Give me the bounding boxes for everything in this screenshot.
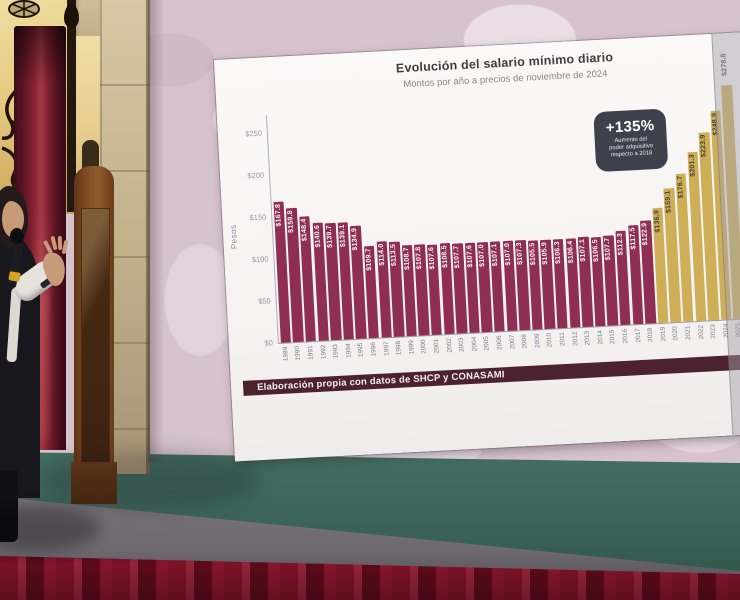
x-tick-1993: 1993 <box>332 343 340 359</box>
bar-value-1995: $134.9 <box>351 227 360 251</box>
bar-value-2014: $106.5 <box>591 238 600 262</box>
x-tick-2013: 2013 <box>583 330 592 346</box>
y-tick-250: $250 <box>244 128 263 139</box>
bar-value-2017: $117.5 <box>628 227 638 251</box>
presenter-shadow <box>0 505 100 551</box>
screen-edge-shadow <box>711 31 740 436</box>
bar-value-1999: $108.7 <box>402 246 411 270</box>
x-tick-2001: 2001 <box>432 338 441 354</box>
bar-value-2016: $112.3 <box>616 232 625 256</box>
y-tick-100: $100 <box>251 254 269 265</box>
pole-finial <box>64 4 79 28</box>
x-tick-1990: 1990 <box>294 345 303 361</box>
bar-value-2000: $107.8 <box>415 246 424 270</box>
bar-value-2001: $107.6 <box>427 246 437 270</box>
bar-value-2013: $107.1 <box>578 238 588 262</box>
x-tick-2005: 2005 <box>483 335 491 351</box>
x-tick-2017: 2017 <box>634 328 642 343</box>
y-tick-50: $50 <box>257 296 271 307</box>
microphone-yellow-band <box>8 271 21 282</box>
bar-value-2015: $107.7 <box>604 236 613 260</box>
presenter-leg <box>0 470 18 542</box>
x-tick-1991: 1991 <box>306 345 315 360</box>
x-tick-2020: 2020 <box>671 326 680 341</box>
x-tick-2006: 2006 <box>495 335 504 351</box>
bar-value-2010: $105.9 <box>541 241 550 265</box>
clock-base <box>71 462 117 504</box>
bar-value-2007: $107.0 <box>503 242 512 266</box>
x-tick-2007: 2007 <box>508 334 517 350</box>
bar-value-1989: $167.8 <box>274 203 283 227</box>
increase-badge: +135% Aumento del poder adquisitivo resp… <box>593 108 669 173</box>
y-tick-0: $0 <box>264 338 274 348</box>
bar-value-1994: $139.1 <box>338 224 347 248</box>
bar-value-2008: $107.3 <box>516 241 525 265</box>
bar-value-2009: $105.5 <box>528 242 537 266</box>
bar-value-1992: $140.6 <box>313 224 322 248</box>
bar-value-1998: $113.5 <box>389 243 399 266</box>
badge-subtext: Aumento del poder adquisitivo respecto a… <box>595 135 668 160</box>
x-tick-2014: 2014 <box>596 329 605 345</box>
microphone-head <box>10 228 24 244</box>
x-tick-1997: 1997 <box>382 341 391 357</box>
bar-value-1993: $139.7 <box>325 224 335 248</box>
bar-value-2021: $176.7 <box>676 175 685 199</box>
x-tick-1989: 1989 <box>281 346 290 362</box>
bar-value-2019: $136.9 <box>653 209 662 233</box>
bar-value-2004: $107.6 <box>465 244 474 268</box>
x-tick-2018: 2018 <box>646 327 655 343</box>
projection-screen: Evolución del salario mínimo diario Mont… <box>214 31 740 462</box>
x-tick-2002: 2002 <box>445 337 454 353</box>
floor-shadow <box>40 450 260 510</box>
x-tick-2008: 2008 <box>520 333 529 349</box>
x-tick-2010: 2010 <box>546 332 554 348</box>
bar-value-1990: $159.8 <box>287 209 296 233</box>
bar-value-1997: $114.0 <box>377 243 386 267</box>
x-tick-1992: 1992 <box>319 344 328 360</box>
x-tick-2023: 2023 <box>709 324 718 339</box>
bar-value-1996: $109.7 <box>364 247 374 271</box>
x-tick-1995: 1995 <box>357 342 366 358</box>
x-tick-2022: 2022 <box>697 324 705 340</box>
bar-value-2011: $106.3 <box>553 240 563 264</box>
y-tick-200: $200 <box>247 170 265 181</box>
x-tick-2016: 2016 <box>621 328 630 344</box>
column-shadow <box>148 0 164 462</box>
bar-value-2002: $108.5 <box>440 244 449 268</box>
x-tick-1994: 1994 <box>344 343 353 358</box>
bar-value-2018: $122.9 <box>641 222 650 246</box>
x-tick-2012: 2012 <box>571 331 579 347</box>
x-tick-2000: 2000 <box>420 339 428 355</box>
bar-value-2005: $107.0 <box>478 244 487 268</box>
bar-value-2023: $223.9 <box>699 134 708 158</box>
x-tick-2019: 2019 <box>659 326 668 342</box>
x-tick-2021: 2021 <box>684 325 693 341</box>
bar-value-2022: $201.3 <box>688 153 697 177</box>
x-tick-1999: 1999 <box>407 339 416 355</box>
x-tick-2003: 2003 <box>457 337 466 353</box>
y-tick-150: $150 <box>249 212 267 223</box>
bar-value-2012: $106.4 <box>566 240 575 264</box>
x-tick-2004: 2004 <box>470 336 479 352</box>
iron-pole <box>67 0 76 212</box>
x-tick-2011: 2011 <box>558 331 567 347</box>
x-tick-2015: 2015 <box>608 329 617 345</box>
iron-lantern-icon <box>8 0 40 18</box>
x-tick-1998: 1998 <box>395 340 403 356</box>
clock-glass-panel <box>81 208 110 464</box>
badge-headline: +135% <box>605 117 655 137</box>
bar-value-2006: $107.1 <box>490 243 500 267</box>
x-tick-2009: 2009 <box>533 333 542 349</box>
x-tick-1996: 1996 <box>369 341 378 357</box>
bar-value-2020: $159.1 <box>664 190 673 214</box>
bar-value-2003: $107.7 <box>453 244 462 268</box>
bar-value-1991: $148.4 <box>300 218 309 242</box>
badge-line3: respecto a 2018 <box>610 150 653 159</box>
